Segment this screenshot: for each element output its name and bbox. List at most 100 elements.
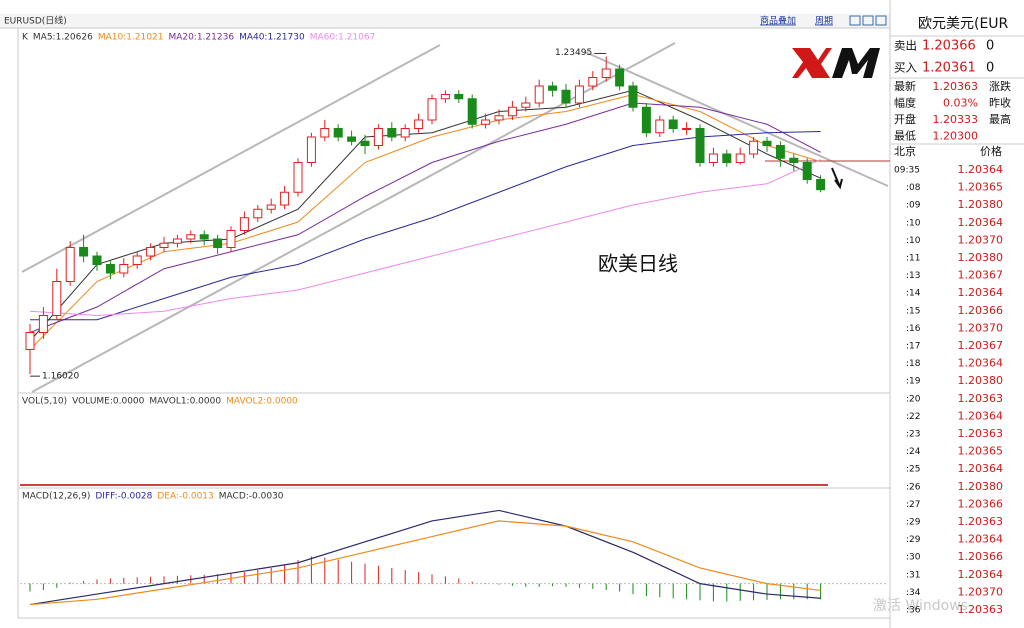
candle-body bbox=[481, 119, 491, 125]
tick-price: 1.20366 bbox=[958, 550, 1004, 563]
tick-time: :10 bbox=[906, 218, 921, 228]
candle-body bbox=[132, 255, 142, 265]
quote-label: 卖出 bbox=[894, 39, 917, 53]
period-button[interactable]: 周期 bbox=[815, 16, 833, 27]
tick-time: :31 bbox=[906, 570, 920, 580]
candle-body bbox=[239, 217, 249, 231]
symbol: EURUSD(日线) bbox=[4, 15, 67, 27]
stat-label: 最新 bbox=[894, 79, 916, 93]
candle-body bbox=[226, 230, 236, 248]
low-label: 1.16020 bbox=[42, 372, 79, 382]
tick-time: :27 bbox=[906, 500, 920, 510]
tick-price: 1.20370 bbox=[958, 321, 1004, 334]
candle-body bbox=[440, 94, 450, 100]
indicator-label: K bbox=[22, 33, 29, 43]
candle-body bbox=[213, 238, 223, 248]
candle-body bbox=[79, 247, 89, 257]
candle-body bbox=[253, 208, 263, 219]
candle-body bbox=[186, 234, 196, 240]
tick-time: :25 bbox=[906, 465, 920, 475]
candle-body bbox=[400, 128, 410, 138]
tick-price: 1.20380 bbox=[958, 251, 1004, 264]
candle-body bbox=[494, 115, 504, 121]
candle-body bbox=[280, 191, 290, 206]
tick-price: 1.20380 bbox=[958, 374, 1004, 387]
candle-body bbox=[333, 128, 343, 138]
tick-time: :14 bbox=[906, 289, 921, 299]
stat-label: 昨收 bbox=[989, 96, 1011, 110]
quote-price: 1.20361 bbox=[922, 61, 976, 76]
macd-line bbox=[29, 509, 821, 606]
candle-body bbox=[159, 242, 169, 248]
candle-body bbox=[628, 85, 638, 108]
candle-body bbox=[427, 98, 437, 121]
indicator-label: MAVOL2:0.0000 bbox=[226, 397, 298, 407]
macd-line bbox=[29, 520, 821, 606]
chart-area: K MA5:1.20626 MA10:1.21021 MA20:1.21236 MA40… bbox=[20, 33, 888, 606]
indicator-label: DEA:-0.0013 bbox=[157, 492, 213, 502]
candle-body bbox=[789, 157, 799, 163]
candle-body bbox=[802, 162, 812, 180]
tick-price: 1.20364 bbox=[958, 216, 1004, 229]
candle-body bbox=[320, 128, 330, 138]
tick-price: 1.20363 bbox=[958, 427, 1004, 440]
candle-body bbox=[306, 136, 316, 163]
candle-body bbox=[615, 68, 625, 87]
quote-price: 1.20366 bbox=[922, 39, 976, 54]
channel-line bbox=[584, 51, 889, 187]
quote-label: 买入 bbox=[894, 61, 917, 75]
stat-label: 涨跌 bbox=[989, 79, 1011, 93]
tick-time: :18 bbox=[906, 359, 921, 369]
logo-x bbox=[792, 48, 832, 78]
tick-price: 1.20364 bbox=[958, 533, 1004, 546]
candle-body bbox=[360, 140, 370, 146]
button[interactable] bbox=[862, 15, 874, 26]
candle-body bbox=[762, 140, 772, 146]
candle-body bbox=[655, 119, 665, 134]
indicator-label: MAVOL1:0.0000 bbox=[149, 397, 221, 407]
tick-time: :09 bbox=[906, 201, 921, 211]
candle-body bbox=[65, 247, 75, 282]
high-label: 1.23495 bbox=[555, 48, 592, 58]
tick-price: 1.20364 bbox=[958, 462, 1004, 475]
candle-body bbox=[373, 128, 383, 146]
tick-time: :17 bbox=[906, 342, 920, 352]
candle-body bbox=[467, 98, 477, 125]
tick-price: 1.20380 bbox=[958, 198, 1004, 211]
tick-time: :26 bbox=[906, 482, 921, 492]
arrow bbox=[831, 167, 843, 190]
ma-line bbox=[29, 102, 821, 333]
tick-time: :15 bbox=[906, 306, 920, 316]
candle-body bbox=[52, 281, 62, 316]
indicator-label: MACD(12,26,9) bbox=[22, 492, 90, 502]
button[interactable] bbox=[875, 15, 887, 26]
candle-body bbox=[561, 89, 571, 104]
indicator-label: MA60:1.21067 bbox=[310, 33, 376, 43]
indicator-label: MA10:1.21021 bbox=[98, 33, 164, 43]
candle-body bbox=[293, 162, 303, 193]
candle-body bbox=[601, 68, 611, 78]
button[interactable] bbox=[849, 15, 861, 26]
tick-time: :30 bbox=[906, 553, 921, 563]
candle-body bbox=[548, 85, 558, 91]
tick-time: :11 bbox=[906, 254, 920, 264]
stat-value: 1.20363 bbox=[933, 80, 979, 93]
tick-time: :29 bbox=[906, 535, 921, 545]
candle-body bbox=[92, 255, 102, 265]
quote-size: 0 bbox=[986, 61, 994, 76]
tick-price: 1.20370 bbox=[958, 233, 1004, 246]
tick-price: 1.20364 bbox=[958, 163, 1004, 176]
candle-body bbox=[722, 153, 732, 163]
window-buttons bbox=[849, 15, 887, 26]
tick-price: 1.20363 bbox=[958, 515, 1004, 528]
xm-logo bbox=[788, 42, 884, 82]
tick-price: 1.20365 bbox=[958, 445, 1004, 458]
indicator-label: MACD:-0.0030 bbox=[219, 492, 284, 502]
candle-body bbox=[172, 238, 182, 244]
overlay-button[interactable]: 商品叠加 bbox=[760, 15, 796, 27]
tick-time: :10 bbox=[906, 236, 921, 246]
tick-time: :19 bbox=[906, 377, 921, 387]
candle-body bbox=[146, 247, 156, 257]
